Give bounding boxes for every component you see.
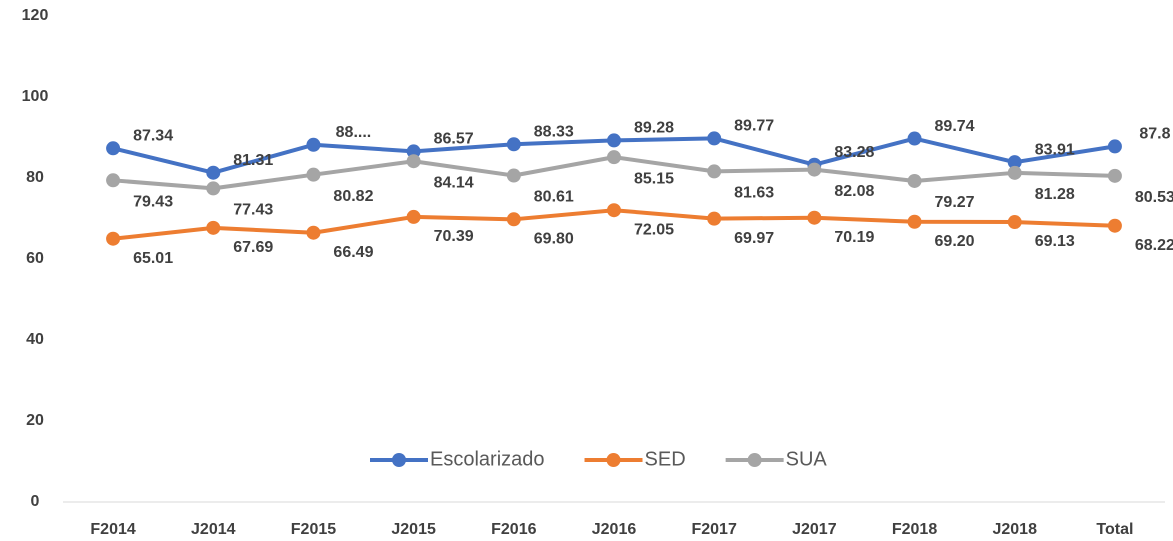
data-label: 77.43 [233, 202, 273, 219]
data-point [406, 144, 421, 159]
data-label: 65.01 [133, 250, 173, 267]
data-label: 80.53 [1135, 189, 1173, 206]
data-point [306, 137, 321, 152]
data-point [1007, 155, 1022, 170]
data-point [807, 162, 822, 177]
data-point [406, 209, 421, 224]
data-point [1007, 215, 1022, 230]
data-label: 87.8 [1139, 126, 1170, 143]
data-label: 86.57 [434, 131, 474, 148]
data-point [206, 165, 221, 180]
data-point [607, 150, 621, 165]
y-tick-label: 80 [26, 169, 44, 186]
data-label: 79.43 [133, 194, 173, 211]
data-point [506, 168, 521, 183]
data-label: 69.80 [534, 231, 574, 248]
data-label: 80.61 [534, 189, 574, 206]
data-label: 68.22 [1135, 237, 1173, 254]
data-label: 66.49 [333, 244, 373, 261]
data-point [807, 210, 822, 225]
data-point [106, 173, 121, 188]
data-label: 67.69 [233, 239, 273, 256]
data-label: 84.14 [434, 174, 474, 191]
data-label: 81.63 [734, 185, 774, 202]
x-tick-label: F2016 [491, 521, 536, 538]
data-point [607, 133, 621, 148]
y-tick-label: 60 [26, 250, 44, 267]
legend-label: SED [645, 448, 686, 470]
x-tick-label: J2017 [792, 521, 837, 538]
data-label: 69.13 [1035, 233, 1075, 250]
data-point [506, 137, 521, 152]
data-label: 82.08 [834, 183, 874, 200]
data-point [1107, 139, 1122, 154]
data-point [707, 211, 722, 226]
data-label: 83.28 [834, 144, 874, 161]
y-tick-label: 120 [22, 7, 49, 24]
data-label: 88.33 [534, 123, 574, 140]
x-tick-label: Total [1096, 521, 1133, 538]
x-tick-label: J2018 [992, 521, 1037, 538]
data-label: 88.... [336, 124, 372, 141]
data-label: 72.05 [634, 221, 674, 238]
legend-marker [606, 453, 621, 467]
data-label: 81.31 [233, 152, 273, 169]
data-point [306, 167, 321, 182]
data-point [1107, 218, 1122, 233]
data-label: 81.28 [1035, 186, 1075, 203]
data-point [907, 131, 922, 146]
y-tick-label: 40 [26, 331, 44, 348]
x-tick-label: F2015 [291, 521, 336, 538]
data-label: 69.20 [935, 233, 975, 250]
data-point [106, 231, 121, 246]
data-label: 80.82 [333, 188, 373, 205]
data-label: 85.15 [634, 170, 674, 187]
legend-label: Escolarizado [430, 448, 545, 470]
data-point [506, 212, 521, 227]
data-point [907, 214, 922, 229]
y-tick-label: 0 [31, 493, 40, 510]
data-point [206, 181, 221, 196]
data-point [1007, 165, 1022, 180]
data-point [306, 225, 321, 240]
data-label: 69.97 [734, 230, 774, 247]
x-tick-label: J2014 [191, 521, 236, 538]
data-label: 89.77 [734, 118, 774, 135]
x-tick-label: F2017 [691, 521, 736, 538]
x-tick-label: F2018 [892, 521, 937, 538]
data-point [907, 173, 922, 188]
legend-label: SUA [786, 448, 828, 470]
data-label: 89.28 [634, 120, 674, 137]
data-point [206, 220, 221, 235]
data-label: 89.74 [935, 118, 975, 135]
data-point [1107, 168, 1122, 183]
data-point [607, 203, 621, 218]
data-point [406, 154, 421, 169]
data-label: 83.91 [1035, 141, 1075, 158]
y-tick-label: 20 [26, 412, 44, 429]
legend-marker [747, 453, 762, 467]
data-point [707, 164, 722, 179]
x-tick-label: J2015 [391, 521, 436, 538]
x-tick-label: F2014 [90, 521, 135, 538]
x-tick-label: J2016 [592, 521, 637, 538]
data-label: 79.27 [935, 194, 975, 211]
y-tick-label: 100 [22, 88, 49, 105]
legend-marker [392, 453, 406, 467]
data-label: 70.19 [834, 229, 874, 246]
data-label: 70.39 [434, 228, 474, 245]
data-point [106, 141, 121, 156]
data-label: 87.34 [133, 127, 173, 144]
data-point [707, 131, 722, 146]
